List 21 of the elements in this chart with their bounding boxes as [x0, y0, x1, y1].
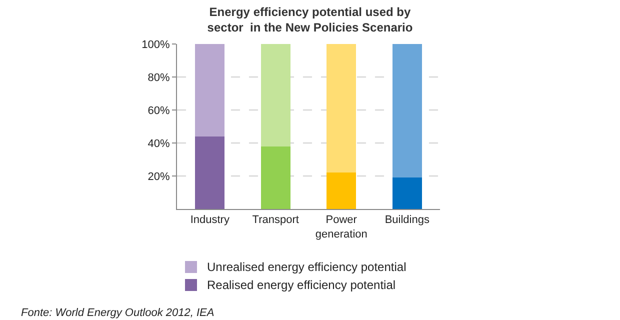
x-tick-label: Power generation: [315, 214, 368, 240]
chart-title: Energy efficiency potential used by sector in the New Policies Scenario: [207, 5, 413, 35]
bar: [260, 146, 290, 209]
y-tick-label: 20%: [148, 170, 170, 183]
y-tick-label: 100%: [142, 38, 170, 51]
bar: [260, 44, 290, 146]
x-tick-label: Buildings: [384, 214, 430, 226]
bar: [195, 44, 225, 136]
bar: [392, 178, 422, 209]
y-tick-label: 60%: [148, 104, 170, 117]
bar: [392, 44, 422, 178]
legend-label: Unrealised energy efficiency potential: [207, 260, 406, 274]
source-note: Fonte: World Energy Outlook 2012, IEA: [21, 307, 214, 319]
bar: [326, 44, 356, 173]
y-tick-label: 80%: [148, 72, 170, 84]
legend-label: Realised energy efficiency potential: [207, 278, 396, 292]
bar: [195, 136, 225, 209]
bar: [326, 172, 356, 209]
x-tick-label: Industry: [190, 214, 230, 226]
y-tick-label: 40%: [148, 138, 170, 150]
x-tick-label: Transport: [252, 214, 299, 226]
